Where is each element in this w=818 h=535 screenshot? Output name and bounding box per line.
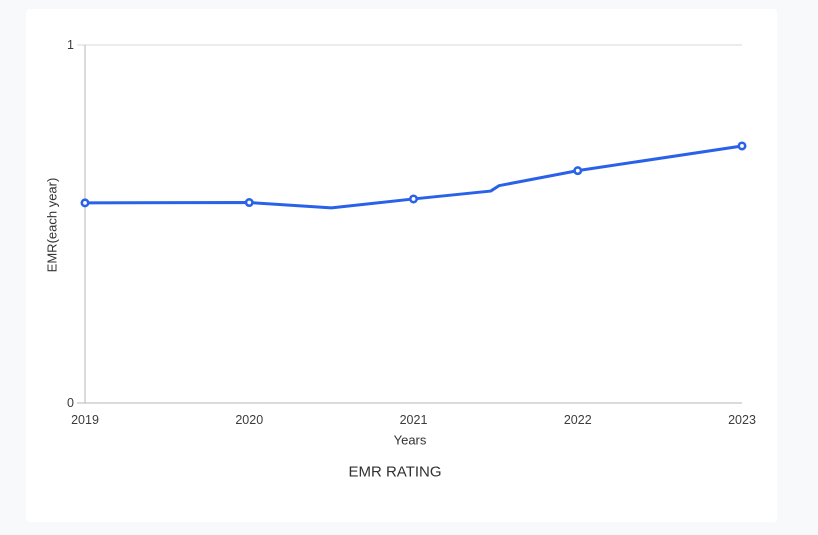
data-point-marker-2020 <box>244 198 254 208</box>
x-axis-title: Years <box>393 432 427 448</box>
x-tick-label-2021: 2021 <box>399 413 428 427</box>
x-tick-label-2020: 2020 <box>235 413 264 427</box>
x-tick-label-2022: 2022 <box>563 413 592 427</box>
data-point-marker-2023 <box>737 141 747 151</box>
y-tick-label-0: 0 <box>67 396 74 410</box>
data-point-marker-2019 <box>80 198 90 208</box>
data-point-marker-2021 <box>408 194 418 204</box>
emr-series-line <box>83 144 744 210</box>
emr-rating-line-chart <box>77 44 747 404</box>
x-tick-label-2019: 2019 <box>71 413 99 427</box>
y-axis-title: EMR(each year) <box>44 177 60 273</box>
y-tick-label-1: 1 <box>67 38 74 52</box>
chart-card: 1 0 2019 2020 2021 2022 2023 EMR(each year) … <box>26 9 777 522</box>
chart-title: EMR RATING <box>348 463 442 481</box>
x-tick-label-2023: 2023 <box>728 413 756 427</box>
data-point-marker-2022 <box>573 166 583 176</box>
